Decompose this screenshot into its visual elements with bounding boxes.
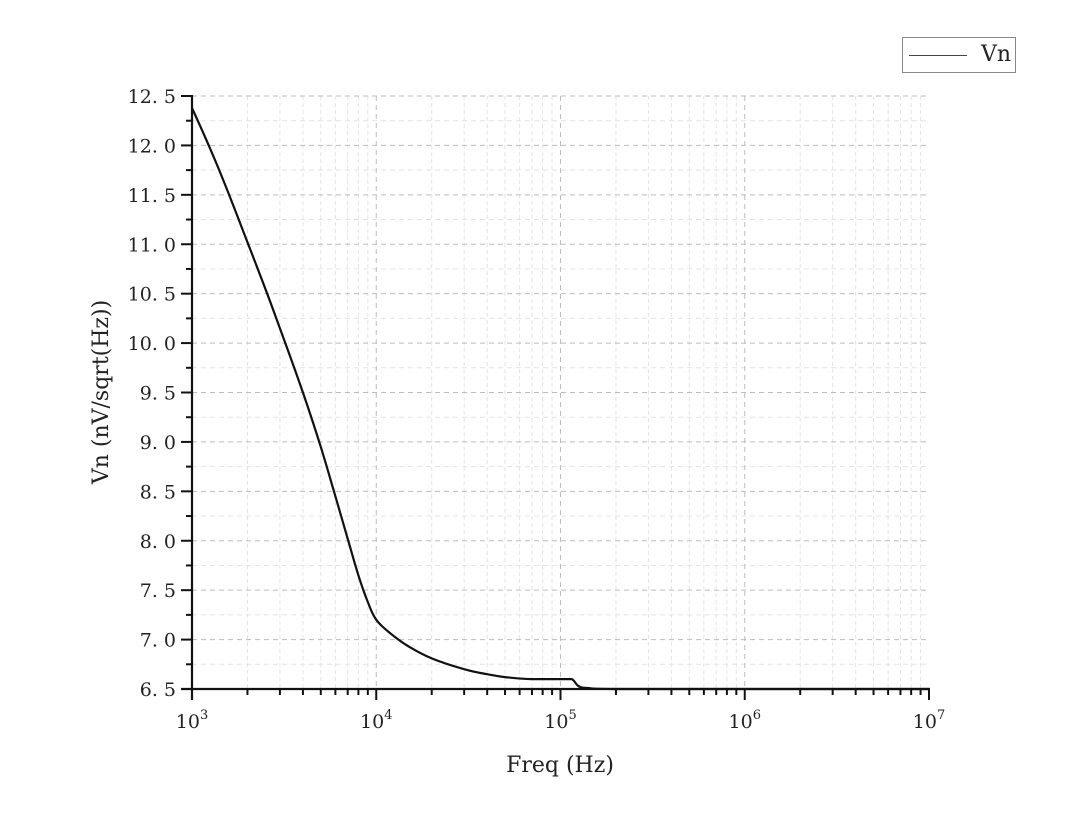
y-tick-label: 8. 5 (140, 481, 176, 503)
x-tick-label: 106 (729, 708, 761, 733)
y-axis-title: Vn (nV/sqrt(Hz)) (89, 300, 114, 485)
y-tick-label: 12. 0 (128, 135, 176, 157)
axes (181, 95, 930, 700)
y-tick-label: 9. 5 (140, 383, 176, 405)
y-tick-label: 6. 5 (140, 679, 176, 701)
x-axis-title: Freq (Hz) (506, 753, 614, 778)
legend: Vn (902, 37, 1016, 73)
y-tick-label: 10. 0 (128, 333, 176, 355)
y-tick-label: 7. 5 (140, 580, 176, 602)
major-gridlines (192, 95, 929, 689)
y-tick-label: 11. 5 (128, 185, 176, 207)
y-tick-labels: 6. 5 7. 0 7. 5 8. 0 8. 5 9. 0 9. 5 10. 0 10. 5 11… (128, 86, 176, 701)
y-tick-label: 9. 0 (140, 432, 176, 454)
legend-label-vn: Vn (981, 42, 1012, 67)
y-tick-label: 7. 0 (140, 630, 176, 652)
x-tick-label: 103 (176, 708, 208, 733)
y-tick-label: 11. 0 (128, 234, 176, 256)
x-tick-label: 105 (544, 708, 576, 733)
x-tick-label: 107 (913, 708, 945, 733)
y-tick-label: 12. 5 (128, 86, 176, 108)
x-tick-labels: 103 104 105 106 107 (176, 708, 945, 733)
legend-line-swatch (909, 55, 967, 56)
y-tick-label: 8. 0 (140, 531, 176, 553)
y-tick-label: 10. 5 (128, 284, 176, 306)
series-line-vn (190, 107, 929, 691)
x-tick-label: 104 (360, 708, 392, 733)
